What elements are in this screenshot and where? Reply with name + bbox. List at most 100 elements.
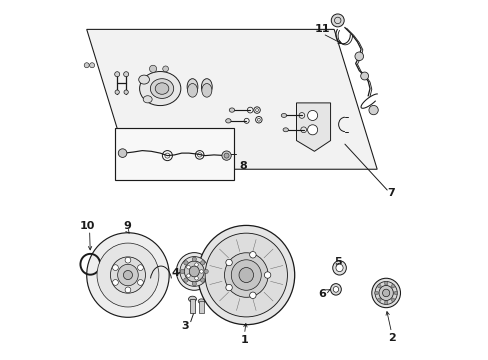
Ellipse shape <box>180 257 208 286</box>
Circle shape <box>84 63 89 68</box>
Circle shape <box>199 270 203 273</box>
Ellipse shape <box>198 225 294 325</box>
Ellipse shape <box>184 261 203 282</box>
Circle shape <box>360 72 368 80</box>
Circle shape <box>330 14 344 27</box>
Ellipse shape <box>382 289 389 297</box>
Circle shape <box>224 153 228 158</box>
Circle shape <box>377 298 380 302</box>
Ellipse shape <box>118 264 138 286</box>
Circle shape <box>112 265 118 270</box>
Circle shape <box>393 291 397 295</box>
Ellipse shape <box>198 299 204 303</box>
Circle shape <box>374 291 378 295</box>
Text: 5: 5 <box>333 257 341 267</box>
Ellipse shape <box>229 108 234 112</box>
Circle shape <box>377 284 380 288</box>
Ellipse shape <box>143 96 152 103</box>
Ellipse shape <box>224 253 267 297</box>
Ellipse shape <box>139 75 149 84</box>
Circle shape <box>203 269 208 274</box>
Ellipse shape <box>155 83 168 94</box>
Text: 11: 11 <box>314 24 330 35</box>
Circle shape <box>384 282 387 285</box>
Circle shape <box>354 52 363 60</box>
Ellipse shape <box>139 72 181 105</box>
Ellipse shape <box>283 128 288 132</box>
Circle shape <box>249 252 256 258</box>
Circle shape <box>125 257 131 263</box>
Ellipse shape <box>201 79 212 95</box>
Ellipse shape <box>239 267 253 283</box>
Text: 3: 3 <box>181 321 189 331</box>
Circle shape <box>200 278 204 282</box>
Circle shape <box>183 278 188 282</box>
Ellipse shape <box>176 253 212 290</box>
Text: 7: 7 <box>386 188 394 198</box>
Bar <box>115 128 233 180</box>
Circle shape <box>123 72 128 77</box>
Circle shape <box>115 90 119 94</box>
Polygon shape <box>86 30 376 169</box>
Ellipse shape <box>189 266 199 277</box>
Circle shape <box>225 259 232 266</box>
Circle shape <box>163 66 168 72</box>
Text: 10: 10 <box>80 221 95 231</box>
Circle shape <box>186 274 190 278</box>
Ellipse shape <box>202 84 211 97</box>
Ellipse shape <box>281 113 286 117</box>
Bar <box>189 299 195 313</box>
Ellipse shape <box>374 282 396 305</box>
Ellipse shape <box>110 257 145 293</box>
Circle shape <box>115 72 120 77</box>
Circle shape <box>307 111 317 121</box>
Ellipse shape <box>205 233 287 317</box>
Text: 2: 2 <box>387 333 395 343</box>
Ellipse shape <box>188 296 196 302</box>
Text: 8: 8 <box>239 161 247 171</box>
Circle shape <box>264 272 270 278</box>
Circle shape <box>180 269 184 274</box>
Ellipse shape <box>371 278 400 308</box>
Text: 6: 6 <box>318 289 326 299</box>
Circle shape <box>384 301 387 305</box>
Ellipse shape <box>187 79 198 95</box>
Circle shape <box>307 125 317 135</box>
Ellipse shape <box>333 287 338 292</box>
Ellipse shape <box>330 284 341 295</box>
Circle shape <box>137 265 143 270</box>
Ellipse shape <box>123 270 132 280</box>
Circle shape <box>137 280 143 285</box>
Ellipse shape <box>332 261 346 275</box>
Circle shape <box>192 257 196 261</box>
Circle shape <box>225 284 232 291</box>
Circle shape <box>89 63 94 68</box>
Ellipse shape <box>187 84 197 97</box>
Bar <box>199 301 203 313</box>
Text: 4: 4 <box>171 268 179 278</box>
Circle shape <box>194 263 198 266</box>
Circle shape <box>183 261 188 265</box>
Polygon shape <box>296 103 330 151</box>
Circle shape <box>368 105 378 115</box>
Circle shape <box>200 261 204 265</box>
Circle shape <box>118 149 126 157</box>
Circle shape <box>249 292 256 298</box>
Ellipse shape <box>225 119 230 123</box>
Ellipse shape <box>231 260 261 290</box>
Ellipse shape <box>150 79 173 98</box>
Ellipse shape <box>86 233 169 317</box>
Text: 1: 1 <box>240 334 248 345</box>
Text: 9: 9 <box>122 221 131 231</box>
Ellipse shape <box>97 243 159 307</box>
Circle shape <box>112 280 118 285</box>
Ellipse shape <box>335 264 343 272</box>
Circle shape <box>125 287 131 293</box>
Circle shape <box>192 282 196 286</box>
Circle shape <box>149 65 156 72</box>
Circle shape <box>390 284 394 288</box>
Circle shape <box>222 151 231 160</box>
Circle shape <box>186 265 190 269</box>
Circle shape <box>194 276 198 280</box>
Circle shape <box>390 298 394 302</box>
